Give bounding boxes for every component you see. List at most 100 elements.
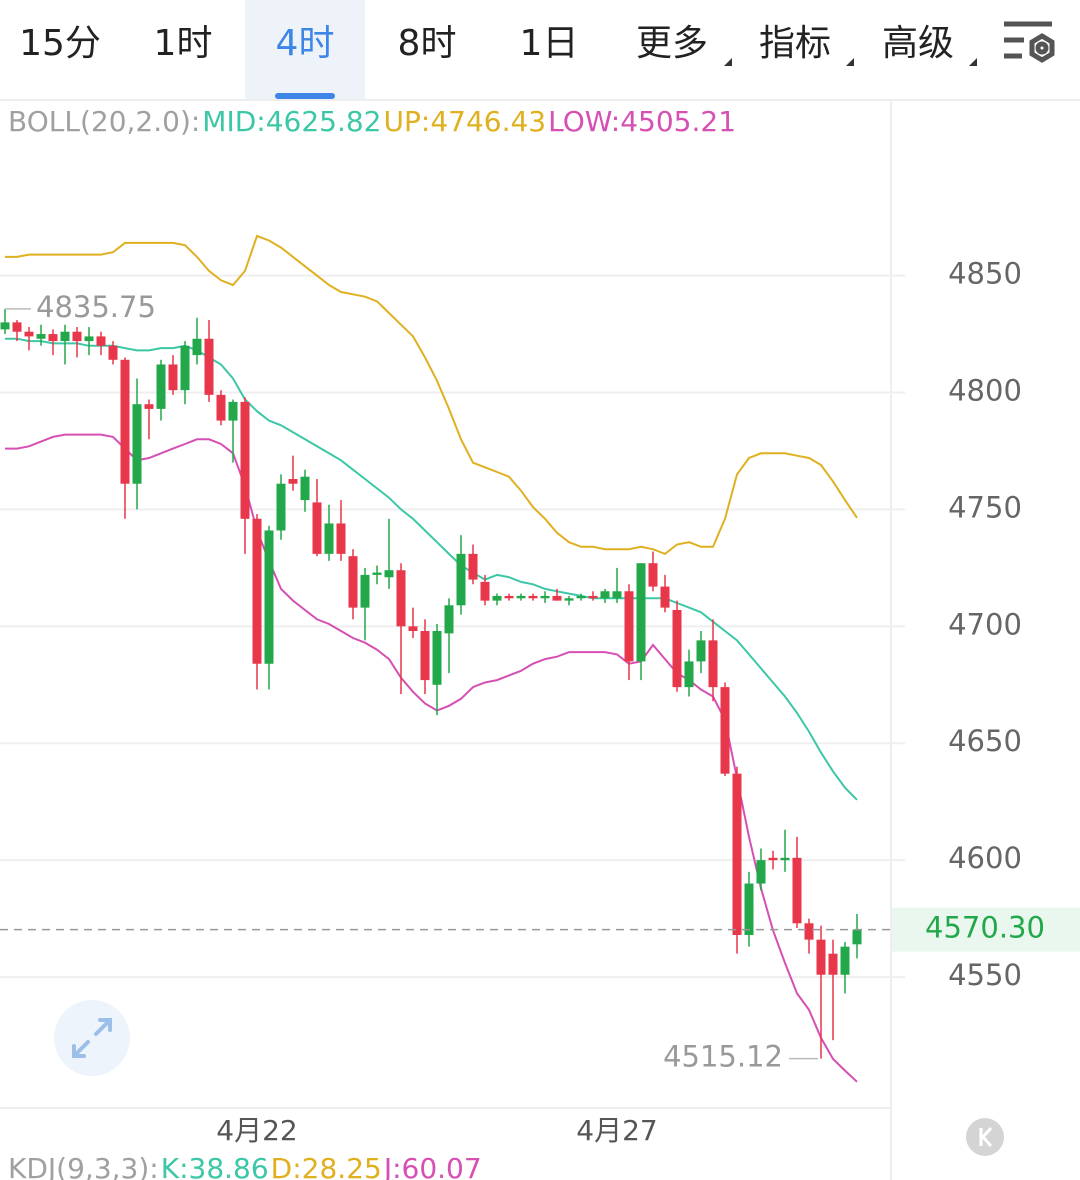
tab[interactable]: 1时 [154, 23, 213, 64]
candle-body [432, 631, 442, 685]
legend-item: J:60.07 [382, 1152, 482, 1180]
selected-tab-indicator [275, 93, 335, 99]
candle-body [96, 336, 106, 346]
candle-body [384, 570, 394, 578]
last-price-label: 4570.30 [925, 911, 1045, 945]
candle-body [540, 595, 550, 599]
candle-body [360, 574, 370, 608]
candle-body [768, 857, 778, 861]
candle-body [264, 530, 274, 664]
candle-body [456, 553, 466, 606]
candle-body [288, 479, 298, 484]
candle-body [336, 523, 346, 554]
legend-item: KDJ(9,3,3): [8, 1152, 159, 1180]
candle-body [696, 640, 706, 662]
x-tick-label: 4月22 [216, 1114, 297, 1147]
y-tick-label: 4650 [948, 724, 1022, 758]
y-tick-label: 4600 [948, 841, 1022, 875]
candle-body [552, 595, 562, 601]
candle-body [12, 322, 22, 332]
candle-body [252, 518, 262, 664]
candle-body [0, 322, 10, 330]
band-line [5, 337, 858, 801]
legend-item: MID:4625.82 [202, 105, 381, 138]
candle-body [468, 553, 478, 580]
legend-item: BOLL(20,2.0): [8, 105, 200, 138]
tab[interactable]: 高级 [882, 23, 954, 64]
y-tick-label: 4850 [948, 257, 1022, 291]
y-tick-label: 4750 [948, 490, 1022, 524]
tab[interactable]: 4时 [276, 23, 335, 64]
tab[interactable]: 指标 [759, 23, 831, 64]
tab[interactable]: 更多 [636, 23, 708, 64]
candle-body [816, 939, 826, 975]
candle-body [276, 483, 286, 531]
selected-tab-bg [245, 0, 365, 100]
tab[interactable]: 15分 [19, 23, 101, 64]
candle-body [660, 586, 670, 608]
min-label: 4515.12 [663, 1040, 783, 1074]
candle-body [204, 338, 214, 395]
candle-body [36, 334, 46, 339]
candle-body [492, 595, 502, 601]
candle-body [624, 591, 634, 662]
candle-body [792, 857, 802, 924]
candle-body [156, 364, 166, 409]
collapse-button[interactable] [966, 1118, 1004, 1156]
candle-body [348, 556, 358, 608]
candle-body [504, 595, 514, 599]
candle-body [780, 857, 790, 861]
candle-body [24, 331, 34, 337]
settings-icon[interactable] [1004, 21, 1055, 63]
candle-body [84, 336, 94, 342]
candle-body [180, 345, 190, 391]
legend-item: D:28.25 [271, 1152, 382, 1180]
max-label: 4835.75 [36, 290, 156, 324]
candle-body [732, 773, 742, 935]
candle-body [120, 359, 130, 484]
candle-body [828, 953, 838, 975]
candle-body [516, 595, 526, 599]
candle-body [108, 345, 118, 360]
expand-button[interactable] [54, 1000, 130, 1076]
dropdown-arrow [846, 58, 854, 66]
candle-body [480, 581, 490, 601]
candle-body [720, 687, 730, 774]
candle-body [636, 563, 646, 662]
band-line [5, 433, 858, 1083]
candle-body [72, 331, 82, 342]
candle-body [528, 595, 538, 599]
candle-body [132, 404, 142, 484]
y-tick-label: 4550 [948, 958, 1022, 992]
candle-body [444, 605, 454, 634]
band-line [5, 234, 858, 556]
x-tick-label: 4月27 [576, 1114, 657, 1147]
dropdown-arrow [724, 58, 732, 66]
tab[interactable]: 1日 [520, 23, 579, 64]
candle-body [588, 595, 598, 599]
candle-body [804, 923, 814, 940]
last-price-box [892, 907, 1080, 952]
candle-body [168, 364, 178, 391]
candle-body [708, 640, 718, 688]
candle-body [756, 860, 766, 884]
legend-item: UP:4746.43 [384, 105, 547, 138]
candle-body [48, 334, 58, 342]
candle-body [408, 626, 418, 632]
plot-area: 4550 4600 4650 4700 4750 4800 4850 4月22 4月27 4835… [0, 234, 1080, 1147]
legend-item: K:38.86 [161, 1152, 269, 1180]
tab[interactable]: 8时 [398, 23, 457, 64]
candle-body [300, 476, 310, 501]
candle-body [564, 598, 574, 601]
candle-body [684, 661, 694, 688]
candle-body [324, 523, 334, 554]
indicator-legend: BOLL(20,2.0):MID:4625.82UP:4746.43LOW:45… [8, 105, 736, 138]
y-tick-label: 4800 [948, 374, 1022, 408]
candle-body [672, 609, 682, 688]
candle-body [216, 394, 226, 421]
sub-indicator-legend: KDJ(9,3,3):K:38.86D:28.25J:60.07 [8, 1152, 482, 1180]
candle-body [840, 946, 850, 975]
candle-body [600, 591, 610, 599]
candle-body [228, 401, 238, 421]
y-tick-label: 4700 [948, 607, 1022, 641]
